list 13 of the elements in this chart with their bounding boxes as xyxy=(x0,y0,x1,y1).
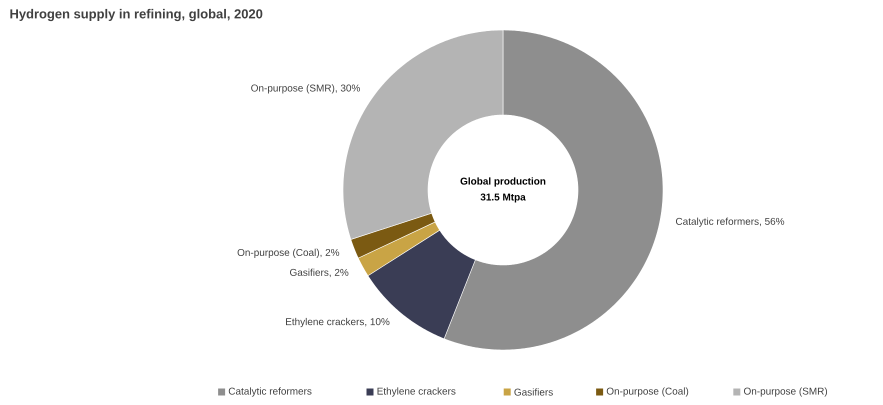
chart-title: Hydrogen supply in refining, global, 2020 xyxy=(10,8,262,22)
legend-label: Ethylene crackers xyxy=(378,387,456,397)
data-label: On-purpose (SMR), 30% xyxy=(251,84,360,94)
data-label: Catalytic reformers, 56% xyxy=(676,218,784,227)
text: Global production xyxy=(460,177,546,187)
text: 31.5 Mtpa xyxy=(480,193,526,203)
data-label: Ethylene crackers, 10% xyxy=(286,318,390,328)
data-label: On-purpose (Coal), 2% xyxy=(238,248,340,258)
legend-label: On-purpose (Coal) xyxy=(606,387,688,397)
legend-label: On-purpose (SMR) xyxy=(744,387,828,397)
legend-label: Catalytic reformers xyxy=(228,387,312,397)
legend-label: Gasifiers xyxy=(514,388,553,396)
data-label: Gasifiers, 2% xyxy=(290,268,348,278)
